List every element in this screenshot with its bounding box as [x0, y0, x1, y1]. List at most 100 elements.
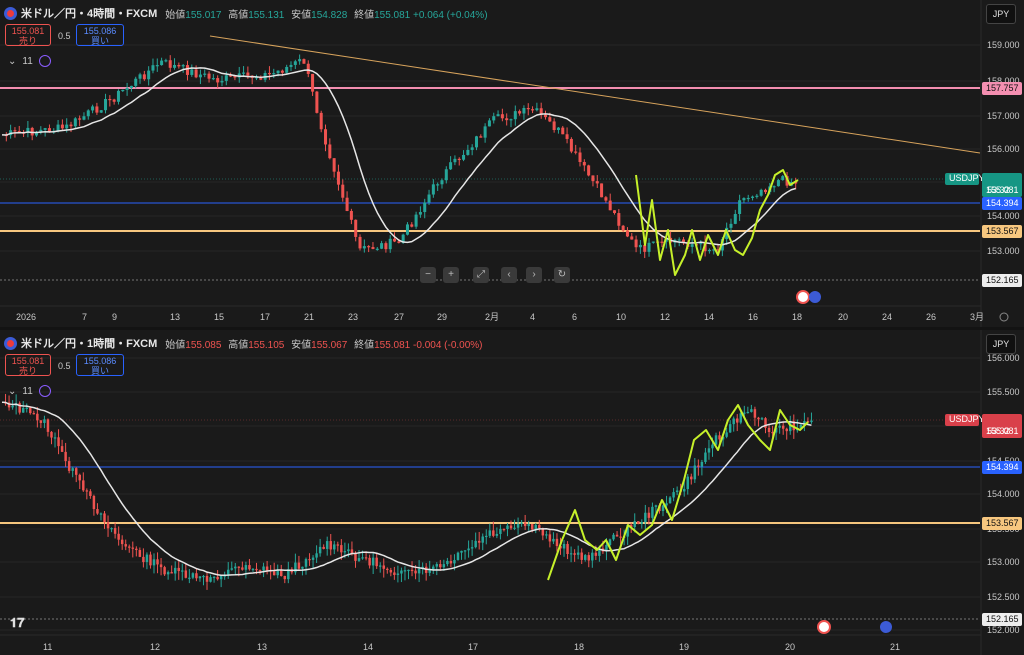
candle[interactable]: [367, 246, 371, 248]
candle[interactable]: [543, 114, 548, 118]
candle[interactable]: [721, 436, 725, 440]
candle[interactable]: [700, 461, 704, 467]
chart-panel-1h[interactable]: 156.000155.500155.000154.500154.000153.5…: [0, 330, 1024, 655]
candle[interactable]: [198, 576, 202, 579]
candle[interactable]: [738, 200, 742, 215]
candle[interactable]: [792, 421, 796, 431]
candle[interactable]: [65, 124, 69, 129]
candle[interactable]: [173, 64, 177, 68]
candle[interactable]: [690, 244, 694, 247]
candle[interactable]: [767, 427, 771, 433]
candle[interactable]: [432, 566, 435, 570]
candle[interactable]: [506, 525, 509, 530]
candle[interactable]: [280, 569, 283, 577]
candle[interactable]: [427, 194, 431, 203]
candle[interactable]: [92, 495, 96, 510]
candle[interactable]: [485, 535, 488, 538]
candle[interactable]: [82, 116, 86, 120]
candle[interactable]: [135, 548, 138, 551]
candle[interactable]: [449, 560, 453, 564]
candle[interactable]: [495, 533, 499, 536]
candle[interactable]: [50, 431, 53, 438]
candle[interactable]: [265, 566, 269, 571]
candle[interactable]: [211, 78, 215, 80]
flag-icon[interactable]: [809, 291, 821, 303]
candle[interactable]: [470, 147, 474, 150]
candle[interactable]: [319, 112, 323, 130]
candle[interactable]: [778, 425, 781, 428]
candle[interactable]: [163, 567, 166, 575]
candle[interactable]: [209, 577, 212, 582]
candle[interactable]: [661, 505, 665, 512]
candle[interactable]: [513, 527, 516, 529]
candle[interactable]: [565, 134, 569, 139]
candle[interactable]: [799, 424, 803, 428]
candle[interactable]: [177, 567, 180, 572]
candle[interactable]: [806, 421, 810, 423]
candle[interactable]: [672, 492, 675, 498]
candle[interactable]: [755, 195, 759, 197]
candle[interactable]: [535, 108, 539, 111]
candle[interactable]: [467, 548, 470, 551]
candle[interactable]: [794, 182, 798, 184]
candle[interactable]: [332, 158, 336, 172]
candle[interactable]: [446, 560, 449, 565]
candle[interactable]: [95, 106, 99, 113]
candle[interactable]: [276, 569, 279, 576]
candle[interactable]: [21, 408, 25, 413]
candle[interactable]: [311, 557, 315, 560]
candle[interactable]: [333, 544, 336, 550]
candle[interactable]: [728, 424, 732, 433]
candle[interactable]: [56, 124, 60, 131]
candle[interactable]: [13, 130, 17, 132]
symbol-title[interactable]: 米ドル／円・1時間・FXCM: [21, 338, 158, 350]
candle[interactable]: [308, 559, 311, 561]
candle[interactable]: [315, 91, 319, 113]
candle[interactable]: [456, 552, 460, 560]
candle[interactable]: [578, 152, 582, 163]
candle[interactable]: [757, 417, 760, 420]
candle[interactable]: [619, 536, 622, 538]
candle[interactable]: [509, 525, 513, 529]
trend-line[interactable]: [209, 35, 981, 154]
candle[interactable]: [216, 576, 219, 580]
candle[interactable]: [470, 547, 474, 549]
chart-canvas-1h[interactable]: 156.000155.500155.000154.500154.000153.5…: [0, 330, 1024, 655]
candle[interactable]: [573, 553, 576, 555]
candle[interactable]: [343, 551, 347, 553]
candle[interactable]: [638, 244, 642, 248]
candle[interactable]: [417, 568, 421, 574]
candle[interactable]: [106, 522, 110, 529]
candle[interactable]: [500, 114, 504, 119]
candle[interactable]: [591, 552, 594, 561]
candle[interactable]: [643, 244, 647, 252]
candle[interactable]: [155, 65, 159, 67]
candle[interactable]: [226, 569, 230, 576]
candle[interactable]: [159, 564, 163, 568]
candle[interactable]: [53, 437, 57, 439]
candle[interactable]: [43, 128, 47, 130]
candle[interactable]: [608, 539, 612, 545]
candle[interactable]: [397, 241, 401, 243]
candle[interactable]: [168, 60, 172, 68]
candle[interactable]: [237, 73, 241, 78]
candle[interactable]: [306, 63, 310, 74]
candle[interactable]: [302, 59, 306, 64]
candle[interactable]: [69, 124, 73, 127]
candle[interactable]: [181, 570, 184, 572]
candle[interactable]: [39, 420, 43, 423]
candle[interactable]: [474, 136, 478, 148]
candle[interactable]: [248, 565, 251, 570]
candle[interactable]: [354, 553, 357, 561]
candle[interactable]: [633, 521, 636, 528]
candle[interactable]: [57, 437, 60, 447]
candle[interactable]: [630, 236, 634, 240]
candle[interactable]: [223, 575, 226, 577]
candle[interactable]: [502, 528, 506, 531]
candle[interactable]: [328, 144, 332, 159]
candle[interactable]: [103, 513, 106, 523]
buy-button[interactable]: 155.086 買い: [76, 24, 124, 46]
candle[interactable]: [185, 65, 189, 75]
candle[interactable]: [160, 60, 164, 66]
candle[interactable]: [262, 566, 265, 571]
